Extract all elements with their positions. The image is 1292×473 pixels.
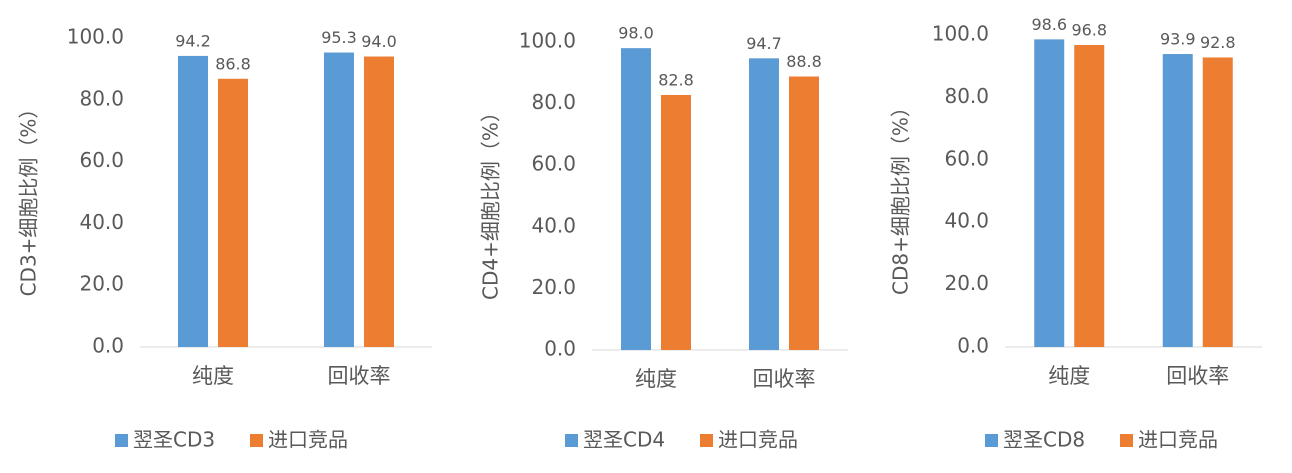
value-label: 93.9 <box>1160 30 1196 49</box>
value-label: 95.3 <box>321 28 357 47</box>
bar <box>749 58 779 350</box>
value-label: 94.7 <box>746 34 782 53</box>
legend-label: 翌圣CD8 <box>1003 428 1085 452</box>
value-label: 94.0 <box>361 32 397 51</box>
legend-swatch <box>985 434 998 447</box>
legend-swatch <box>700 434 713 447</box>
bar <box>178 55 208 348</box>
value-label: 88.8 <box>786 52 822 71</box>
bar <box>1202 57 1233 348</box>
bar <box>789 76 819 350</box>
value-label: 98.6 <box>1031 15 1067 34</box>
y-tick-label: 100.0 <box>519 29 576 53</box>
y-tick-label: 100.0 <box>932 22 989 46</box>
bar <box>621 48 651 350</box>
value-label: 94.2 <box>175 31 211 50</box>
legend-label: 进口竞品 <box>718 428 798 452</box>
y-tick-label: 20.0 <box>531 275 576 299</box>
bar <box>1162 54 1193 347</box>
bar <box>1034 39 1065 347</box>
y-tick-label: 80.0 <box>531 90 576 114</box>
y-tick-label: 80.0 <box>79 86 124 110</box>
y-axis-title: CD8+细胞比例（%） <box>889 97 913 295</box>
y-tick-label: 60.0 <box>944 146 989 170</box>
y-tick-label: 0.0 <box>544 337 576 361</box>
bar <box>218 78 248 348</box>
legend-swatch <box>1120 434 1133 447</box>
y-tick-label: 40.0 <box>944 209 989 233</box>
y-tick-label: 80.0 <box>944 84 989 108</box>
x-tick-label: 回收率 <box>328 364 391 388</box>
legend-swatch <box>250 434 263 447</box>
value-label: 86.8 <box>215 54 251 73</box>
x-tick-label: 回收率 <box>1166 364 1229 388</box>
x-tick-label: 纯度 <box>192 364 234 388</box>
y-axis-title: CD4+细胞比例（%） <box>479 102 503 300</box>
bar <box>1074 44 1105 347</box>
legend-swatch <box>115 434 128 447</box>
x-tick-label: 回收率 <box>753 367 816 391</box>
y-tick-label: 20.0 <box>944 271 989 295</box>
bar <box>661 94 691 350</box>
legend-label: 翌圣CD4 <box>583 428 665 452</box>
y-tick-label: 20.0 <box>79 272 124 296</box>
bar <box>364 56 394 347</box>
legend-label: 进口竞品 <box>1138 428 1218 452</box>
x-tick-label: 纯度 <box>1048 364 1090 388</box>
x-tick-label: 纯度 <box>635 367 677 391</box>
y-tick-label: 60.0 <box>79 148 124 172</box>
y-axis-title: CD3+细胞比例（%） <box>17 99 41 297</box>
legend-swatch <box>565 434 578 447</box>
legend-label: 翌圣CD3 <box>133 428 215 452</box>
value-label: 92.8 <box>1200 33 1236 52</box>
legend-label: 进口竞品 <box>268 428 348 452</box>
y-tick-label: 0.0 <box>957 334 989 358</box>
value-label: 82.8 <box>658 70 694 89</box>
y-tick-label: 100.0 <box>67 25 124 49</box>
y-tick-label: 60.0 <box>531 152 576 176</box>
y-tick-label: 40.0 <box>531 213 576 237</box>
value-label: 96.8 <box>1071 20 1107 39</box>
y-tick-label: 0.0 <box>92 334 124 358</box>
bar <box>324 52 354 347</box>
y-tick-label: 40.0 <box>79 210 124 234</box>
value-label: 98.0 <box>618 24 654 43</box>
